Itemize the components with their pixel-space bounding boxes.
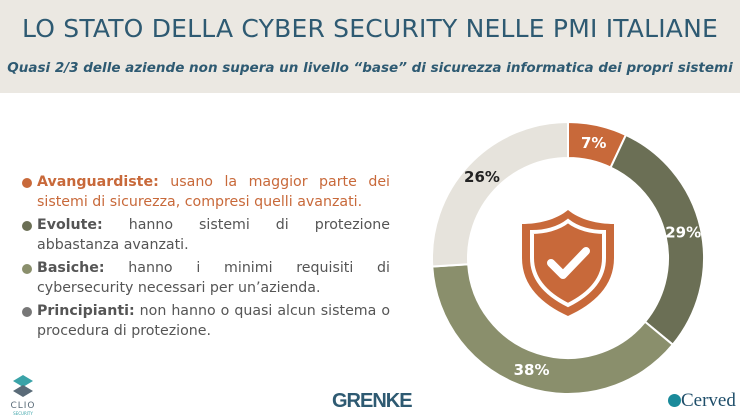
legend: Avanguardiste: usano la maggior parte de…	[22, 172, 390, 344]
legend-label: Evolute:	[37, 217, 103, 233]
legend-item: Basiche: hanno i minimi requisiti di cyb…	[22, 258, 390, 298]
legend-dot	[22, 178, 32, 188]
legend-text: non hanno o quasi alcun sistema o proced…	[37, 303, 390, 339]
legend-item: Avanguardiste: usano la maggior parte de…	[22, 172, 390, 212]
legend-dot	[22, 221, 32, 231]
legend-dot	[22, 264, 32, 274]
legend-label: Basiche:	[37, 260, 105, 276]
legend-text: hanno sistemi di protezione abbastanza a…	[37, 217, 390, 253]
clio-security-logo: CLIO SECURITY	[8, 374, 38, 416]
donut-slice-principianti	[431, 120, 569, 268]
legend-label: Avanguardiste:	[37, 174, 159, 190]
legend-dot	[22, 307, 32, 317]
legend-item: Principianti: non hanno o quasi alcun si…	[22, 301, 390, 341]
slice-label: 26%	[464, 168, 500, 186]
page-title: LO STATO DELLA CYBER SECURITY NELLE PMI …	[21, 14, 718, 43]
header: LO STATO DELLA CYBER SECURITY NELLE PMI …	[0, 0, 740, 93]
legend-item: Evolute: hanno sistemi di protezione abb…	[22, 215, 390, 255]
page-subtitle: Quasi 2/3 delle aziende non supera un li…	[7, 60, 733, 76]
shield-check-icon	[522, 210, 614, 316]
grenke-logo: GRENKE	[332, 390, 413, 412]
slice-label: 7%	[581, 134, 606, 152]
cerved-logo: Cerved	[668, 390, 736, 412]
donut-slice-basiche	[431, 263, 675, 395]
legend-text: usano la maggior parte dei sistemi di si…	[37, 174, 390, 210]
slice-label: 29%	[665, 223, 701, 241]
slice-label: 38%	[514, 361, 550, 379]
legend-text: hanno i minimi requisiti di cybersecurit…	[37, 260, 390, 296]
legend-label: Principianti:	[37, 303, 135, 319]
